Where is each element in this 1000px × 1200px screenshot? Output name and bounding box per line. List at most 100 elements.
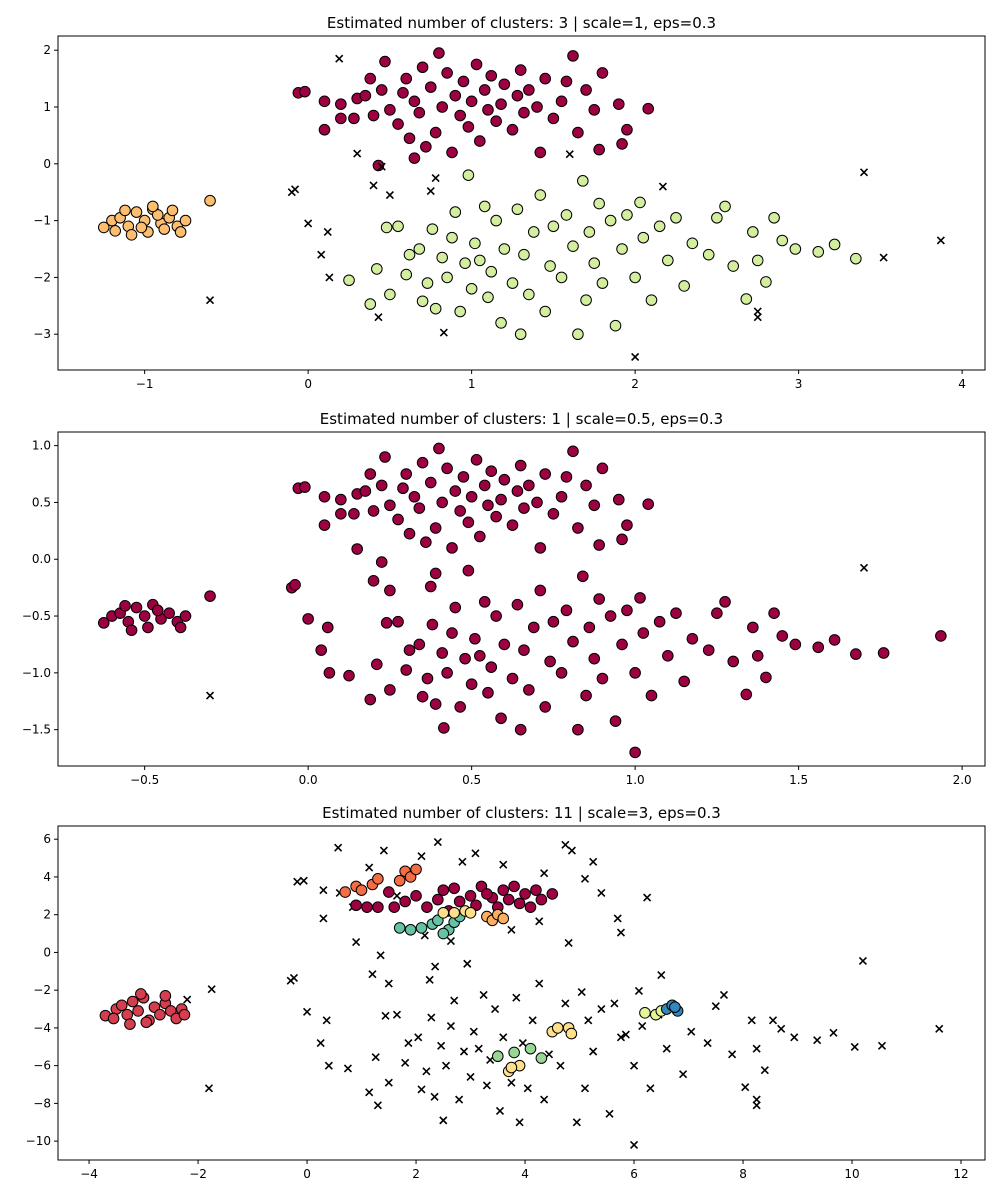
y-tick-label: 0 (43, 157, 51, 171)
x-tick-label: 8 (739, 1167, 747, 1181)
cluster-point (490, 510, 502, 523)
cluster-point (348, 507, 360, 520)
cluster-point (547, 220, 560, 233)
cluster-point (408, 95, 421, 108)
cluster-point (495, 317, 507, 329)
noise-point (439, 1116, 448, 1125)
cluster-point (392, 615, 404, 628)
cluster-point (498, 78, 511, 91)
cluster-point (877, 647, 890, 659)
noise-point (325, 273, 334, 282)
cluster-point (469, 237, 481, 250)
cluster-point (459, 257, 471, 270)
cluster-point (437, 907, 450, 919)
cluster-point (158, 223, 171, 235)
noise-point (643, 893, 652, 902)
cluster-point (364, 72, 377, 85)
cluster-point (534, 189, 547, 201)
noise-point (662, 1044, 671, 1053)
cluster-point (457, 75, 470, 88)
cluster-point (410, 890, 422, 902)
cluster-point (115, 999, 128, 1012)
noise-point (371, 1053, 380, 1062)
cluster-point (372, 901, 384, 913)
cluster-point (547, 507, 560, 520)
noise-point (417, 1085, 426, 1094)
cluster-point (400, 664, 413, 676)
noise-point (935, 1024, 944, 1033)
noise-point (760, 1066, 769, 1075)
noise-point (422, 1067, 431, 1076)
cluster-point (364, 468, 377, 480)
noise-point (813, 1036, 822, 1045)
cluster-point (318, 95, 331, 108)
cluster-point (299, 481, 311, 493)
cluster-point (596, 67, 609, 79)
noise-point (580, 1084, 590, 1093)
cluster-point (645, 689, 658, 702)
noise-point (368, 970, 377, 979)
noise-point (610, 999, 619, 1008)
noise-point (577, 987, 586, 997)
cluster-point (448, 907, 460, 919)
cluster-point (364, 693, 377, 706)
cluster-point (107, 1012, 120, 1025)
noise-point (752, 1044, 761, 1053)
cluster-point (446, 231, 458, 244)
subplot-title: Estimated number of clusters: 3 | scale=… (327, 14, 716, 32)
cluster-point (421, 277, 434, 289)
noise-point (319, 886, 328, 895)
cluster-point (497, 912, 510, 925)
cluster-point (523, 684, 535, 696)
noise-point (687, 1027, 696, 1036)
noise-point (507, 1078, 516, 1087)
cluster-point (565, 1027, 578, 1040)
cluster-point (551, 1022, 564, 1034)
x-tick-label: 12 (953, 1167, 968, 1181)
cluster-point (436, 251, 449, 264)
cluster-point (449, 601, 462, 614)
cluster-point (593, 197, 605, 210)
cluster-point (596, 462, 609, 475)
cluster-point (408, 152, 421, 164)
noise-point (404, 1038, 413, 1048)
noise-point (430, 1092, 439, 1101)
noise-point (482, 1081, 491, 1090)
cluster-point (530, 884, 542, 896)
cluster-point (204, 194, 216, 207)
cluster-point (371, 263, 383, 275)
cluster-point (527, 621, 540, 634)
cluster-point (621, 604, 633, 617)
cluster-point (459, 652, 471, 665)
noise-point (561, 840, 570, 849)
cluster-point (432, 893, 444, 906)
cluster-point (580, 294, 592, 306)
cluster-point (596, 277, 609, 289)
cluster-point (403, 644, 416, 656)
noise-point (679, 1070, 688, 1079)
noise-point (479, 990, 488, 999)
cluster-point (580, 479, 592, 492)
cluster-point (397, 482, 409, 495)
cluster-point (511, 598, 524, 611)
cluster-point (567, 240, 579, 252)
y-tick-label: 4 (43, 870, 51, 884)
noise-point (499, 860, 508, 869)
x-tick-label: 2 (412, 1167, 420, 1181)
noise-point (384, 1078, 393, 1087)
cluster-point (351, 543, 363, 555)
y-tick-label: 2 (43, 43, 51, 57)
noise-point (417, 852, 426, 861)
noise-point (377, 162, 386, 171)
cluster-point (621, 209, 633, 221)
cluster-point (629, 271, 641, 284)
x-tick-label: −2 (189, 1167, 207, 1181)
y-tick-label: −0.5 (22, 609, 51, 623)
noise-point (597, 888, 606, 898)
cluster-point (555, 271, 568, 284)
noise-point (205, 296, 215, 305)
noise-point (572, 1118, 581, 1127)
x-tick-label: 2.0 (953, 773, 972, 787)
noise-point (703, 1038, 712, 1048)
cluster-point (572, 522, 584, 534)
